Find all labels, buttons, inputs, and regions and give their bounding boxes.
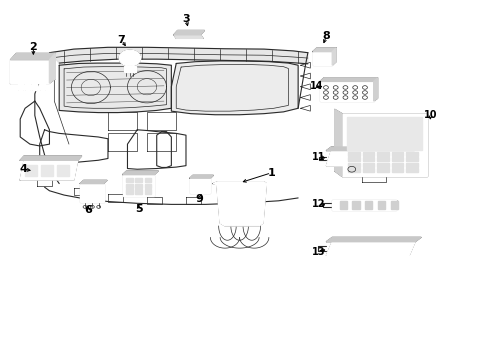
Text: 6: 6 — [84, 206, 92, 216]
Polygon shape — [10, 60, 49, 83]
Polygon shape — [144, 184, 151, 188]
Polygon shape — [49, 53, 55, 83]
Polygon shape — [346, 117, 422, 149]
Polygon shape — [59, 63, 171, 113]
Polygon shape — [406, 157, 417, 161]
Polygon shape — [157, 132, 171, 167]
Polygon shape — [10, 60, 49, 83]
Polygon shape — [127, 130, 185, 169]
Polygon shape — [352, 201, 359, 209]
Polygon shape — [347, 152, 359, 156]
Polygon shape — [20, 160, 78, 180]
Text: 11: 11 — [311, 152, 325, 162]
Text: 8: 8 — [322, 31, 329, 41]
Polygon shape — [334, 109, 341, 176]
Polygon shape — [20, 101, 49, 146]
Polygon shape — [124, 66, 136, 72]
Polygon shape — [365, 201, 372, 209]
Polygon shape — [391, 163, 403, 167]
Polygon shape — [376, 152, 388, 156]
Polygon shape — [18, 83, 22, 90]
Text: 13: 13 — [311, 247, 325, 257]
Polygon shape — [20, 156, 81, 160]
Polygon shape — [126, 189, 133, 194]
Polygon shape — [173, 35, 203, 39]
Polygon shape — [32, 83, 37, 90]
Polygon shape — [80, 184, 103, 202]
Polygon shape — [341, 114, 427, 176]
Text: 7: 7 — [118, 35, 125, 45]
Polygon shape — [49, 47, 307, 64]
Polygon shape — [362, 152, 373, 156]
Polygon shape — [135, 184, 142, 188]
Polygon shape — [390, 201, 397, 209]
Polygon shape — [326, 237, 420, 242]
Text: 5: 5 — [135, 204, 142, 214]
Polygon shape — [391, 157, 403, 161]
Polygon shape — [312, 48, 335, 51]
Polygon shape — [25, 83, 30, 90]
Polygon shape — [135, 178, 142, 182]
Polygon shape — [362, 157, 373, 161]
Polygon shape — [377, 201, 385, 209]
Polygon shape — [40, 83, 44, 90]
Polygon shape — [212, 182, 266, 226]
Polygon shape — [80, 180, 107, 184]
Polygon shape — [406, 152, 417, 156]
Polygon shape — [376, 163, 388, 167]
Polygon shape — [339, 201, 346, 209]
Polygon shape — [376, 157, 388, 161]
Polygon shape — [326, 150, 413, 166]
Polygon shape — [326, 147, 418, 150]
Polygon shape — [189, 175, 213, 178]
Polygon shape — [189, 178, 210, 193]
Polygon shape — [362, 168, 373, 172]
Polygon shape — [171, 61, 298, 115]
Text: 12: 12 — [311, 199, 325, 210]
Polygon shape — [331, 200, 395, 211]
Polygon shape — [406, 168, 417, 172]
Polygon shape — [40, 130, 108, 163]
Polygon shape — [347, 168, 359, 172]
Text: 1: 1 — [267, 168, 275, 178]
Polygon shape — [346, 117, 422, 149]
Polygon shape — [135, 189, 142, 194]
Text: 4: 4 — [20, 164, 27, 174]
Polygon shape — [320, 81, 373, 101]
Polygon shape — [376, 168, 388, 172]
Polygon shape — [40, 44, 307, 216]
Polygon shape — [126, 184, 133, 188]
Text: 2: 2 — [29, 42, 37, 52]
Text: 3: 3 — [182, 14, 189, 24]
Polygon shape — [391, 168, 403, 172]
Polygon shape — [406, 163, 417, 167]
Polygon shape — [10, 53, 55, 60]
Polygon shape — [173, 31, 204, 35]
Polygon shape — [122, 171, 158, 175]
Polygon shape — [362, 163, 373, 167]
Polygon shape — [144, 178, 151, 182]
Polygon shape — [347, 163, 359, 167]
Text: 9: 9 — [195, 194, 203, 204]
Polygon shape — [57, 165, 69, 176]
Polygon shape — [326, 242, 414, 255]
Polygon shape — [122, 175, 154, 196]
Polygon shape — [41, 165, 53, 176]
Polygon shape — [144, 189, 151, 194]
Polygon shape — [331, 48, 335, 65]
Polygon shape — [119, 50, 141, 66]
Polygon shape — [391, 152, 403, 156]
Polygon shape — [373, 78, 377, 101]
Polygon shape — [25, 165, 37, 176]
Polygon shape — [347, 157, 359, 161]
Polygon shape — [126, 178, 133, 182]
Text: 10: 10 — [423, 110, 437, 120]
Text: 14: 14 — [309, 81, 323, 91]
Polygon shape — [320, 78, 377, 81]
Polygon shape — [312, 51, 331, 65]
